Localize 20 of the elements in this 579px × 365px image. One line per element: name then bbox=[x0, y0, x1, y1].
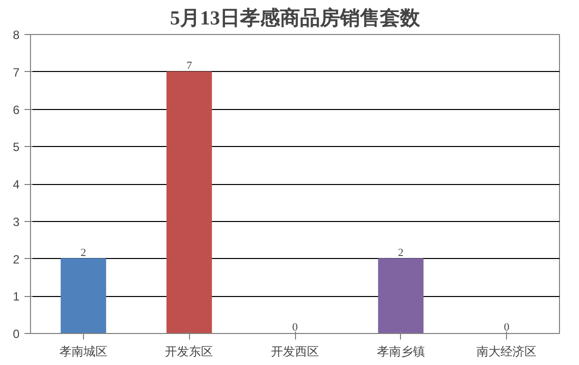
y-tick-label: 6 bbox=[12, 102, 20, 117]
x-tick-label: 孝南城区 bbox=[59, 344, 108, 358]
y-tick-label: 2 bbox=[12, 252, 20, 266]
y-tick-label: 0 bbox=[12, 327, 20, 341]
data-label: 0 bbox=[292, 322, 298, 334]
x-tick-label: 开发东区 bbox=[165, 344, 214, 358]
data-label: 2 bbox=[80, 246, 86, 259]
data-label: 0 bbox=[504, 322, 510, 334]
y-tick-label: 5 bbox=[12, 140, 20, 154]
x-tick-label: 南大经济区 bbox=[476, 344, 537, 358]
x-tick-label: 开发西区 bbox=[271, 344, 319, 358]
y-tick-label: 4 bbox=[12, 178, 20, 192]
y-tick-label: 8 bbox=[12, 28, 20, 42]
x-tick-label: 孝南乡镇 bbox=[376, 344, 425, 358]
data-label: 7 bbox=[186, 60, 192, 72]
y-tick-label: 3 bbox=[12, 214, 20, 229]
y-tick-label: 7 bbox=[12, 65, 20, 80]
data-label: 2 bbox=[398, 246, 404, 259]
chart-title: 5月13日孝感商品房销售套数 bbox=[170, 6, 421, 30]
y-tick-label: 1 bbox=[12, 290, 20, 304]
